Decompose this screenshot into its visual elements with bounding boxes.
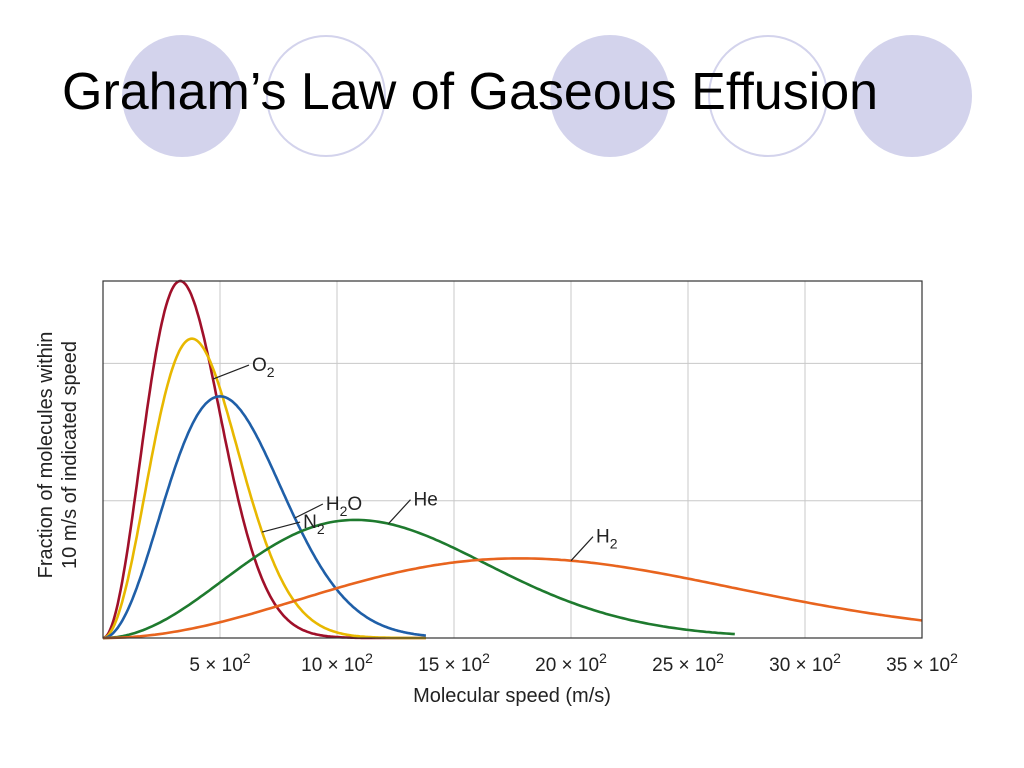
x-tick-labels: 5 × 102 10 × 102 15 × 102 20 × 102 25 × 102 3… xyxy=(189,650,958,676)
series-leader-0 xyxy=(212,364,250,380)
series-label-3: He xyxy=(413,490,437,511)
series-layer xyxy=(102,279,923,640)
y-axis-label: Fraction of molecules within 10 m/s of i… xyxy=(35,332,81,579)
x-tick-label-2: 15 × 102 xyxy=(418,650,490,676)
x-axis-label: Molecular speed (m/s) xyxy=(413,685,611,707)
slide-title: Graham’s Law of Gaseous Effusion xyxy=(62,63,879,121)
plot-border xyxy=(102,280,923,639)
series-line-2 xyxy=(102,394,426,640)
decor-circle-2 xyxy=(266,35,386,157)
decor-circle-5 xyxy=(852,35,972,157)
series-line-4 xyxy=(103,557,923,640)
y-axis-label-line-1: Fraction of molecules within xyxy=(35,332,57,579)
x-tick-label-0: 5 × 102 xyxy=(189,650,250,676)
series-label-1: N2 xyxy=(303,512,325,537)
series-leader-3 xyxy=(388,499,411,525)
series-line-3 xyxy=(103,518,735,640)
x-tick-label-3: 20 × 102 xyxy=(535,650,607,676)
series-leader-1 xyxy=(261,521,301,533)
grid xyxy=(103,281,922,638)
series-leader-4 xyxy=(570,536,594,562)
series-line-1 xyxy=(102,337,426,640)
y-axis-label-line-2: 10 m/s of indicated speed xyxy=(59,341,81,569)
series-leader-2 xyxy=(294,503,324,519)
x-tick-label-6: 35 × 102 xyxy=(886,650,958,676)
plot-frame xyxy=(102,280,923,639)
decor-circle-1 xyxy=(122,35,242,157)
x-tick-label-4: 25 × 102 xyxy=(652,650,724,676)
x-tick-label-1: 10 × 102 xyxy=(301,650,373,676)
decor-circle-4 xyxy=(708,35,828,157)
series-label-2: H2O xyxy=(326,494,362,519)
series-label-0: O2 xyxy=(252,355,275,380)
x-tick-label-5: 30 × 102 xyxy=(769,650,841,676)
series-label-4: H2 xyxy=(596,527,618,552)
decor-circle-3 xyxy=(550,35,670,157)
